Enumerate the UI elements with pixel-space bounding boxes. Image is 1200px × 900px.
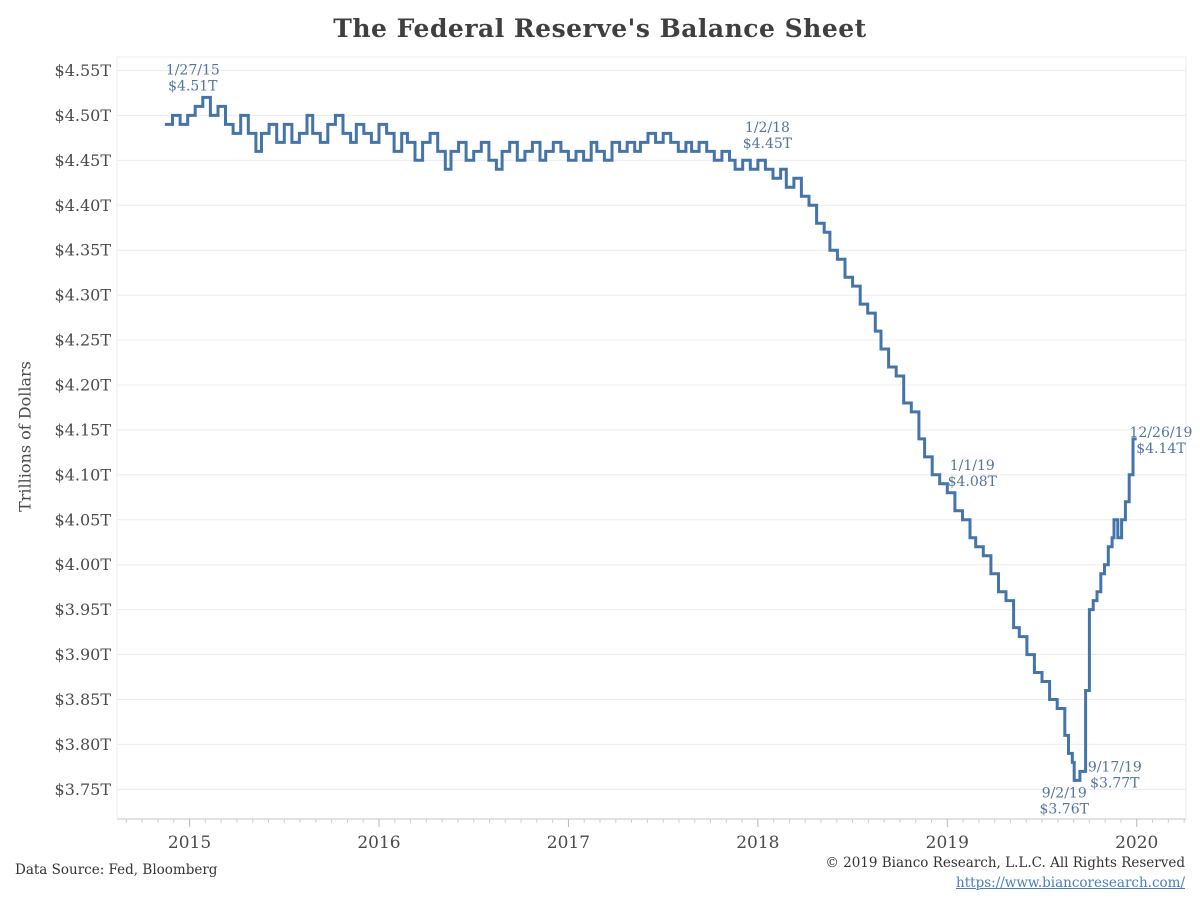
copyright-block: © 2019 Bianco Research, L.L.C. All Right… [825,853,1185,893]
data-series [164,95,1137,782]
y-tick-label: $3.95T [55,600,112,619]
y-tick-label: $3.75T [55,780,112,799]
series-line [164,95,1137,782]
data-source-note: Data Source: Fed, Bloomberg [15,862,218,878]
annotation-date: 12/26/19 [1130,425,1193,441]
chart-title: The Federal Reserve's Balance Sheet [333,14,867,43]
annotation-value: $3.76T [1040,801,1090,817]
annotation-date: 1/27/15 [166,62,220,78]
annotation: 1/27/15$4.51T [166,62,220,94]
y-tick-label: $4.40T [55,196,112,215]
annotation-value: $4.08T [948,474,998,490]
gridlines [116,56,1187,820]
annotation-date: 9/2/19 [1042,785,1087,801]
x-tick-label: 2017 [547,833,590,850]
y-tick-label: $3.80T [55,735,112,754]
annotation: 9/17/19$3.77T [1088,759,1142,791]
annotation-date: 1/2/18 [745,120,790,136]
y-tick-label: $4.15T [55,420,112,439]
annotation: 1/1/19$4.08T [948,458,998,490]
y-tick-label: $3.85T [55,690,112,709]
annotations: 1/27/15$4.51T 1/2/18$4.45T 1/1/19$4.08T 9/2… [166,62,1193,817]
copyright-text: © 2019 Bianco Research, L.L.C. All Right… [825,855,1185,871]
annotation-value: $4.51T [168,78,218,94]
annotation-date: 1/1/19 [950,458,995,474]
annotation-date: 9/17/19 [1088,759,1142,775]
x-tick-label: 2019 [926,833,969,850]
x-tick-label: 2018 [736,833,779,850]
annotation: 9/2/19$3.76T [1040,785,1090,817]
y-tick-label: $3.90T [55,645,112,664]
annotation-value: $4.14T [1136,441,1186,457]
annotation: 12/26/19$4.14T [1130,425,1193,457]
y-tick-label: $4.35T [55,241,112,260]
annotation-value: $4.45T [743,136,793,152]
y-tick-label: $4.20T [55,375,112,394]
x-tick-label: 2015 [168,833,211,850]
y-tick-label: $4.55T [55,61,112,80]
tick-labels: $4.55T $4.50T $4.45T $4.40T $4.35T $4.30T $4.2… [55,61,1159,853]
y-tick-label: $4.25T [55,331,112,350]
x-tick-label: 2016 [357,833,400,850]
plot-border [116,56,1187,820]
balance-sheet-chart: $4.55T $4.50T $4.45T $4.40T $4.35T $4.30T $4.2… [55,56,1193,853]
annotation: 1/2/18$4.45T [743,120,793,152]
y-axis-title: Trillions of Dollars [15,361,35,512]
biancoresearch-link[interactable]: https://www.biancoresearch.com/ [956,875,1185,891]
axes [117,818,1186,827]
y-tick-label: $4.00T [55,555,112,574]
annotation-value: $3.77T [1090,775,1140,791]
y-tick-label: $4.10T [55,465,112,484]
x-tick-label: 2020 [1115,833,1158,850]
y-tick-label: $4.50T [55,106,112,125]
y-tick-label: $4.30T [55,286,112,305]
y-tick-label: $4.05T [55,510,112,529]
y-tick-label: $4.45T [55,151,112,170]
